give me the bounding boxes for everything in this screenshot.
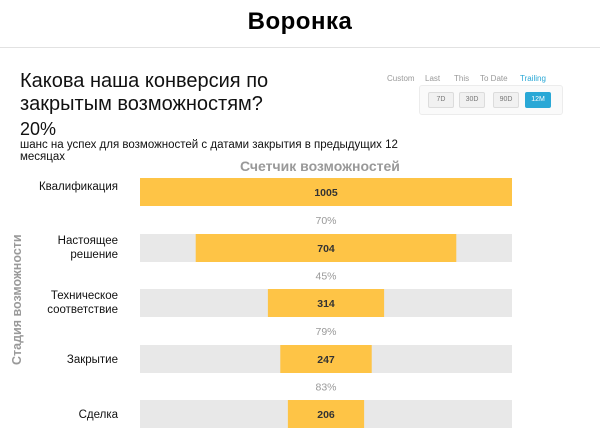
category-label: соответствие: [47, 304, 118, 316]
range-button-7d[interactable]: 7D: [428, 92, 454, 108]
funnel-bar: [140, 178, 512, 206]
category-label: решение: [70, 249, 118, 261]
funnel-bar: [287, 400, 365, 428]
category-label: Сделка: [79, 409, 119, 421]
conversion-rate-label: 70%: [315, 215, 336, 227]
time-range-selector: 7D 30D 90D 12M: [419, 85, 563, 115]
range-label-trailing[interactable]: Trailing: [520, 74, 546, 83]
range-button-30d[interactable]: 30D: [459, 92, 485, 108]
funnel-bar: [267, 289, 385, 317]
x-axis-title: Счетчик возможностей: [240, 158, 400, 174]
category-label: Настоящее: [58, 235, 118, 247]
bar-value-label: 247: [317, 354, 335, 366]
metric-value: 20%: [20, 119, 57, 139]
conversion-rate-label: 79%: [315, 326, 336, 338]
header-divider: [0, 47, 600, 48]
bar-value-label: 206: [317, 409, 335, 421]
category-label: Квалификация: [39, 181, 118, 193]
bar-value-label: 314: [317, 298, 335, 310]
range-label-to-date[interactable]: To Date: [480, 74, 508, 83]
range-label-this[interactable]: This: [454, 74, 470, 83]
bar-value-label: 704: [317, 243, 335, 255]
metric-description: шанс на успех для возможностей с датами …: [20, 139, 398, 163]
range-button-90d[interactable]: 90D: [493, 92, 519, 108]
conversion-rate-label: 83%: [315, 382, 336, 394]
range-label-last[interactable]: Last: [425, 74, 441, 83]
bar-value-label: 1005: [314, 187, 338, 199]
page-title: Воронка: [247, 8, 353, 35]
funnel-bar: [195, 234, 457, 262]
question-heading: Какова наша конверсия по закрытым возмож…: [20, 70, 269, 115]
time-range-labels: Custom Last This To Date Trailing: [380, 74, 555, 86]
funnel-bar: [280, 345, 372, 373]
range-label-custom[interactable]: Custom: [387, 74, 415, 83]
category-label: Закрытие: [67, 354, 118, 366]
category-label: Техническое: [51, 290, 118, 302]
range-button-12m[interactable]: 12M: [525, 92, 551, 108]
conversion-rate-label: 45%: [315, 271, 336, 283]
